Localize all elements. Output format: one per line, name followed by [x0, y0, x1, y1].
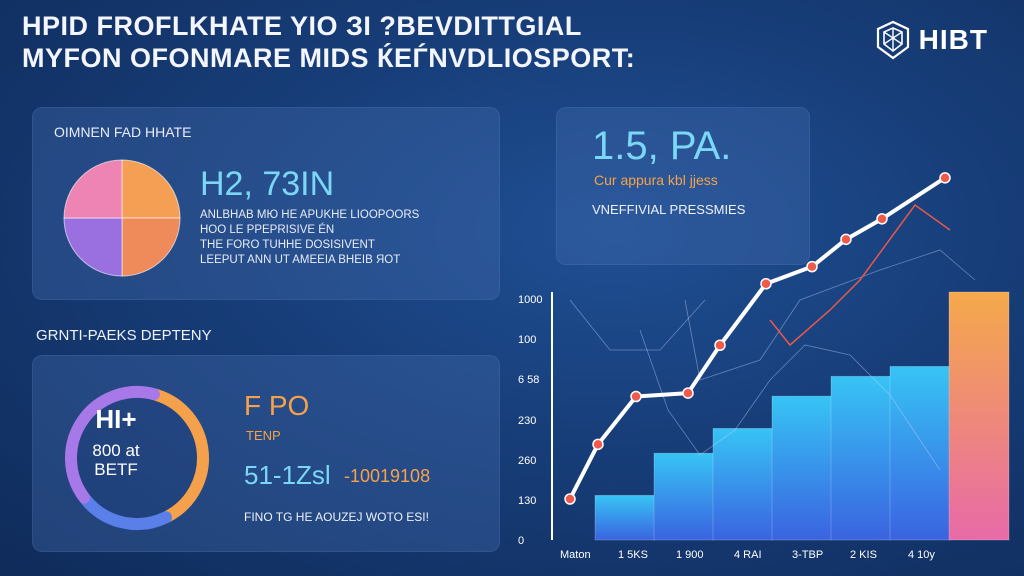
donut-subtext: 800 at BЕTF: [76, 441, 156, 479]
red-trend-line: [769, 203, 951, 347]
bar-3: [771, 395, 833, 541]
bar-6: [948, 291, 1010, 541]
donut-segment-0: [150, 388, 209, 523]
x-tick-label: 4 RAI: [734, 549, 762, 561]
line-point-5: [760, 278, 772, 290]
y-tick-label: 230: [518, 415, 536, 427]
desc-line-4: LEEPUT ANN UT AMEEIA BHEIB ЯOT: [200, 254, 401, 266]
desc-line-2: HOO LE PPEPRISIVE ÉN: [200, 224, 335, 236]
desc-line-3: THE FORO TUHHE DOSISIVENT: [200, 239, 375, 251]
pie-chart: [63, 159, 181, 277]
donut-value: HI+: [95, 404, 137, 434]
line-point-7: [840, 233, 852, 246]
y-tick-label: 0: [518, 535, 524, 547]
decor-line-2: [684, 249, 976, 381]
bar-4: [830, 375, 892, 541]
line-point-4: [714, 339, 726, 351]
y-tick-label: 100: [518, 334, 536, 346]
panel-top-left-label: OIMNEN FAD HHATE: [54, 124, 192, 140]
decor-line-3: [569, 299, 706, 351]
line-point-9: [939, 172, 951, 184]
bar-0: [594, 494, 656, 541]
panel-top-right-description: VNEFFIVIAL PRESSMIES: [592, 202, 746, 217]
page-title: HPID FROFLKHATE YIO ЗІ ?BEVDITTGIAL MYFO…: [22, 10, 635, 74]
brand-logo: HIBT: [875, 20, 988, 60]
x-tick-label: 3-TBP: [792, 549, 823, 561]
panel-bottom-left-value: 51-1Zsl: [244, 460, 331, 490]
line-point-3: [682, 387, 694, 399]
x-tick-label: 1 900: [676, 549, 704, 561]
pie-slice-2: [63, 217, 123, 277]
desc-line-1: ANLBHAB MЮ HE APUKHE LIOOPOORS: [200, 209, 420, 221]
bar-2: [712, 427, 774, 541]
panel-top-right-value: 1.5, PA.: [592, 124, 732, 168]
y-tick-label: 6 58: [518, 374, 539, 386]
donut-chart: [65, 386, 209, 530]
line-point-2: [630, 390, 642, 403]
line-series-path: [568, 176, 947, 500]
line-point-8: [876, 213, 888, 225]
pie-slice-0: [121, 159, 181, 219]
bar-5: [889, 365, 951, 541]
title-line-1: HPID FROFLKHATE YIO ЗІ ?BEVDITTGIAL: [22, 11, 582, 41]
logo-text: HIBT: [918, 24, 988, 55]
panel-top-left-description: ANLBHAB MЮ HE APUKHE LIOOPOORS HOO LE PP…: [200, 208, 419, 268]
y-tick-label: 1000: [518, 294, 542, 306]
y-tick-label: 130: [518, 495, 536, 507]
panel-top-left-value: H2, 73IN: [200, 165, 335, 203]
y-tick-label: 260: [518, 455, 536, 467]
x-tick-label: 2 KIS: [850, 549, 877, 561]
donut-sub-line-2: BЕTF: [94, 460, 138, 479]
donut-segment-1: [79, 493, 172, 530]
x-tick-label: 4 10y: [908, 549, 935, 561]
decor-line-1: [639, 329, 941, 471]
bar-1: [653, 452, 715, 541]
panel-bottom-left-description: FINO TG HE AOUZEJ WOTO ESI!: [244, 510, 429, 524]
x-tick-label: 1 5KS: [618, 549, 648, 561]
line-point-1: [592, 438, 604, 451]
pie-slice-1: [121, 217, 181, 277]
panel-bottom-left-value-2: -10019108: [344, 466, 431, 486]
donut-sub-line-1: 800 at: [92, 441, 140, 460]
pie-slice-3: [63, 159, 123, 219]
shield-hexagon-icon: [876, 20, 909, 60]
line-point-6: [806, 260, 818, 273]
panel-top-right-sub: Cur appura kbl jjess: [594, 172, 718, 188]
panel-bottom-left-heading: F PO: [244, 390, 310, 421]
donut-segment-2: [65, 386, 160, 504]
line-point-0: [564, 493, 576, 505]
panel-bottom-left-sub: TENP: [246, 428, 281, 443]
x-tick-label: Maton: [560, 549, 591, 561]
panel-bottom-left-label: GRNTI-PAEKS DEPTENY: [36, 327, 212, 344]
panel-top-right: [556, 107, 810, 265]
title-line-2: MYFON OFONMARE MIDS ЌЕЃNVDLIOSPORT:: [22, 43, 636, 73]
